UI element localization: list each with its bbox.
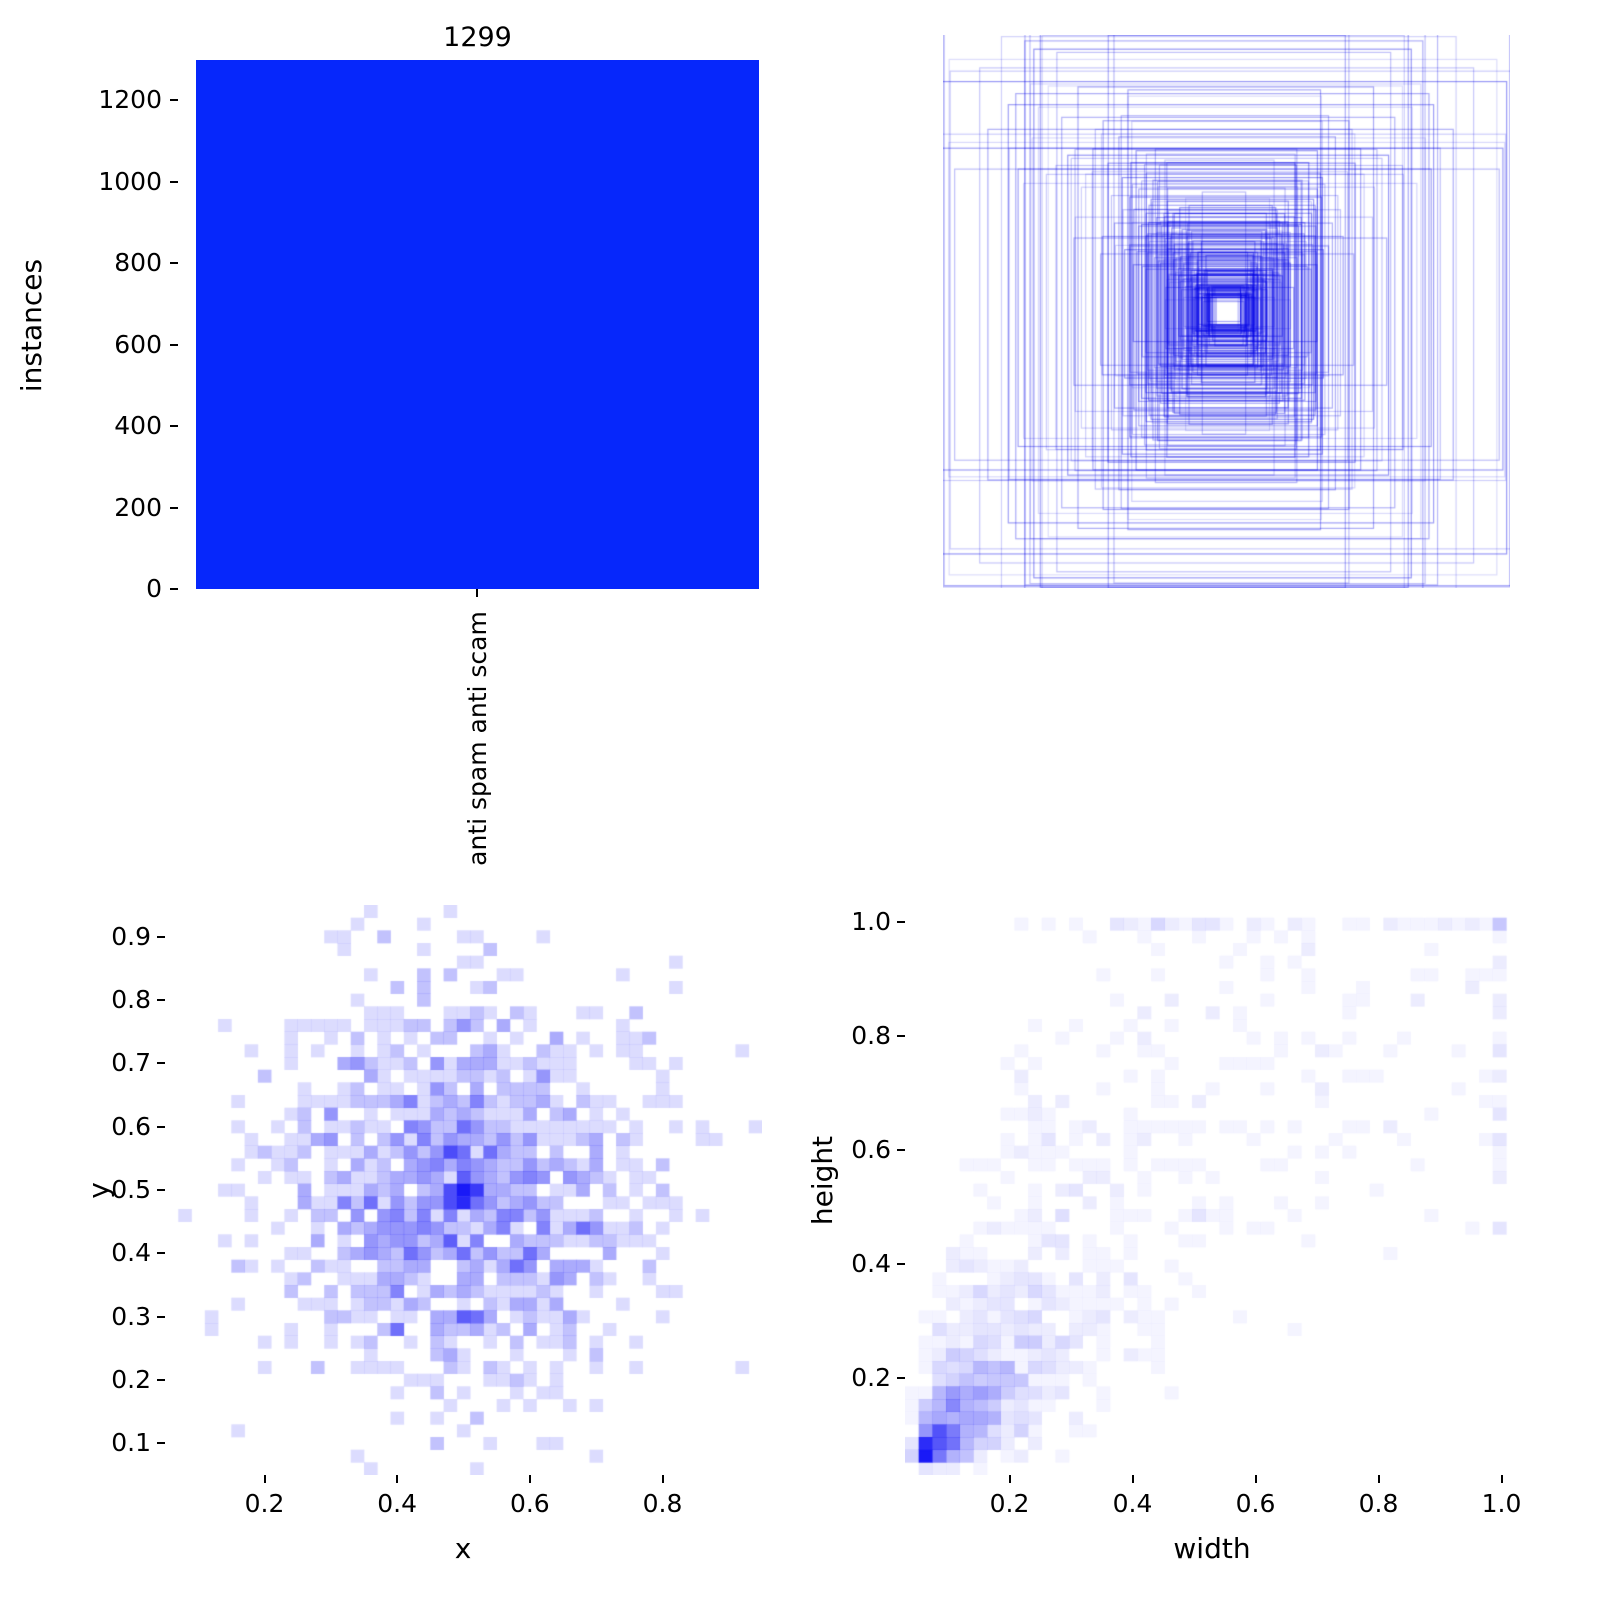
bar-ylabel-text: instances — [15, 258, 49, 392]
bar-ytick-mark — [170, 262, 178, 265]
wh-ytick-mark — [897, 1035, 905, 1038]
bar-value-label: 1299 — [443, 22, 512, 53]
bar-ytick-mark — [170, 425, 178, 428]
bar-ytick-mark — [170, 99, 178, 102]
xy-xtick-mark — [263, 1475, 266, 1483]
xy-xtick-label: 0.6 — [509, 1489, 550, 1518]
xy-xtick-label: 0.2 — [244, 1489, 285, 1518]
xy-xtick-mark — [396, 1475, 399, 1483]
wh-xtick-mark — [1008, 1475, 1011, 1483]
xy-ytick-mark — [157, 935, 165, 938]
wh-xtick-mark — [1254, 1475, 1257, 1483]
wh-ytick-mark — [897, 1149, 905, 1152]
xy-ytick-mark — [157, 1252, 165, 1255]
xy-ytick-mark — [157, 1315, 165, 1318]
xy-ytick-mark — [157, 999, 165, 1001]
wh-ytick-mark — [897, 1377, 905, 1380]
xy-ytick-mark — [157, 1125, 165, 1128]
bar-ytick-label: 200 — [114, 492, 162, 522]
xy-ytick-label: 0.3 — [111, 1301, 151, 1331]
wh-hist2d-canvas — [905, 905, 1520, 1475]
wh-ytick-label: 0.2 — [851, 1363, 891, 1393]
xy-hist2d-canvas — [165, 905, 762, 1475]
bar-ytick-label: 600 — [114, 329, 162, 359]
wh-xtick-label: 0.4 — [1112, 1489, 1153, 1518]
bar-category-tick-label: anti spam anti scam — [458, 598, 496, 878]
bar-ytick-label: 0 — [146, 574, 162, 603]
wh-xlabel: width — [1173, 1532, 1251, 1565]
bar-category-text: anti spam anti scam — [462, 610, 492, 866]
wh-xtick-label: 1.0 — [1481, 1489, 1522, 1518]
xy-ytick-label: 0.5 — [111, 1175, 151, 1204]
bar-ytick-mark — [170, 506, 178, 509]
bar-ytick-label: 1000 — [98, 166, 162, 196]
wh-xtick-label: 0.8 — [1358, 1489, 1399, 1518]
xy-ytick-mark — [157, 1189, 165, 1191]
xy-ytick-label: 0.4 — [111, 1238, 151, 1268]
wh-ytick-label: 0.6 — [851, 1135, 891, 1165]
bar-ytick-label: 400 — [114, 411, 162, 441]
xy-xtick-label: 0.4 — [377, 1489, 418, 1518]
bar-ytick-label: 800 — [114, 248, 162, 278]
xy-ytick-label: 0.7 — [111, 1048, 151, 1078]
bar-ytick-label: 1200 — [98, 85, 162, 115]
wh-ytick-label: 1.0 — [851, 907, 891, 937]
xy-ytick-label: 0.1 — [111, 1428, 151, 1458]
xy-ytick-label: 0.8 — [111, 985, 151, 1014]
wh-xtick-label: 0.6 — [1235, 1489, 1276, 1518]
wh-ylabel: height — [799, 1090, 847, 1270]
bbox-overlay-canvas — [943, 35, 1510, 588]
wh-xtick-label: 0.2 — [989, 1489, 1030, 1518]
wh-ytick-label: 0.4 — [851, 1249, 891, 1279]
xy-ytick-mark — [157, 1379, 165, 1381]
xy-xtick-label: 0.8 — [642, 1489, 683, 1518]
bar-ytick-mark — [170, 180, 178, 183]
xy-ytick-mark — [157, 1062, 165, 1065]
wh-ytick-mark — [897, 921, 905, 924]
bar-ytick-mark — [170, 588, 178, 590]
wh-ytick-mark — [897, 1263, 905, 1266]
xy-xlabel: x — [454, 1532, 472, 1565]
wh-ytick-label: 0.8 — [851, 1021, 891, 1051]
wh-xtick-mark — [1500, 1475, 1503, 1483]
xy-ytick-mark — [157, 1442, 165, 1445]
wh-xtick-mark — [1377, 1475, 1380, 1483]
xy-xtick-mark — [661, 1475, 664, 1483]
xy-ytick-label: 0.2 — [111, 1365, 151, 1394]
wh-xtick-mark — [1131, 1475, 1134, 1483]
bar-ylabel: instances — [8, 185, 56, 465]
bar-ytick-mark — [170, 343, 178, 346]
bar-xtick-mark — [476, 589, 478, 597]
xy-xtick-mark — [528, 1475, 531, 1483]
xy-ytick-label: 0.9 — [111, 921, 151, 951]
instances-bar — [196, 60, 759, 589]
xy-ytick-label: 0.6 — [111, 1111, 151, 1141]
